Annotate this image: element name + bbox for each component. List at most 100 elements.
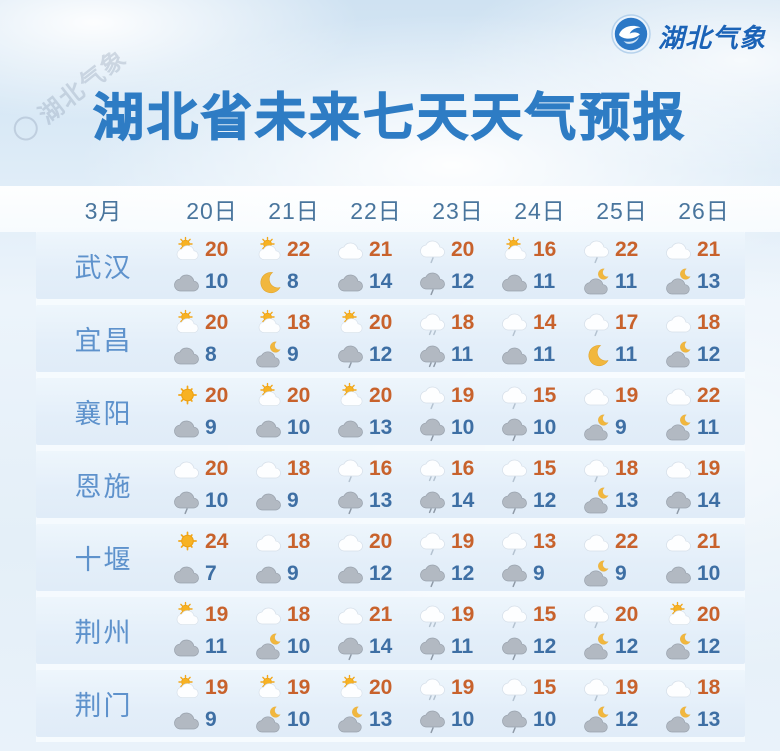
cloud-white-icon xyxy=(663,673,694,703)
day-forecast-line: 18 xyxy=(253,599,335,631)
high-temp: 19 xyxy=(451,602,475,626)
high-temp: 19 xyxy=(451,383,475,407)
night-forecast-line: 14 xyxy=(335,631,417,663)
day-forecast-line: 20 xyxy=(335,526,417,558)
high-temp: 22 xyxy=(615,529,639,553)
table-row: 宜昌 20 8 18 9 20 12 18 11 14 11 17 11 18 12 xyxy=(36,305,745,372)
forecast-cell: 19 12 xyxy=(417,524,499,591)
forecast-table-body: 武汉 20 10 22 8 21 14 20 12 16 11 22 11 21 13 宜昌 20 8 1… xyxy=(36,232,745,742)
forecast-cell: 19 10 xyxy=(253,670,335,737)
high-temp: 18 xyxy=(287,456,311,480)
rain-gray-icon xyxy=(417,705,448,735)
rain-gray-icon xyxy=(499,413,530,443)
table-row: 武汉 20 10 22 8 21 14 20 12 16 11 22 11 21 13 xyxy=(36,232,745,299)
low-temp: 9 xyxy=(287,488,299,512)
drizzle-white-icon xyxy=(417,673,448,703)
drizzle-gray-icon xyxy=(417,340,448,370)
low-temp: 14 xyxy=(369,269,393,293)
day-forecast-line: 20 xyxy=(171,453,253,485)
date-header-row: 3月 20日 21日 22日 23日 24日 25日 26日 xyxy=(36,186,745,232)
low-temp: 11 xyxy=(615,342,638,366)
cloud-gray-icon xyxy=(663,559,694,589)
rain-gray-icon xyxy=(335,632,366,662)
date-header: 24日 xyxy=(514,198,566,224)
night-forecast-line: 13 xyxy=(335,704,417,736)
moon-cloud-gray-icon xyxy=(581,413,612,443)
sun-cloud-icon xyxy=(171,600,202,630)
high-temp: 20 xyxy=(369,529,393,553)
day-forecast-line: 19 xyxy=(253,672,335,704)
moon-cloud-gray-icon xyxy=(253,705,284,735)
day-forecast-line: 15 xyxy=(499,599,581,631)
low-temp: 9 xyxy=(615,415,627,439)
forecast-cell: 19 12 xyxy=(581,670,663,737)
forecast-cell: 19 11 xyxy=(171,597,253,664)
low-temp: 11 xyxy=(205,634,228,658)
rain-white-icon xyxy=(499,673,530,703)
night-forecast-line: 13 xyxy=(335,412,417,444)
day-forecast-line: 21 xyxy=(663,234,745,266)
night-forecast-line: 10 xyxy=(253,412,335,444)
night-forecast-line: 14 xyxy=(335,266,417,298)
date-header: 26日 xyxy=(678,198,730,224)
forecast-cell: 20 12 xyxy=(335,305,417,372)
forecast-cell: 15 12 xyxy=(499,451,581,518)
forecast-cell: 18 9 xyxy=(253,524,335,591)
day-forecast-line: 21 xyxy=(335,599,417,631)
moon-cloud-gray-icon xyxy=(581,559,612,589)
day-forecast-line: 18 xyxy=(663,672,745,704)
low-temp: 12 xyxy=(369,561,393,585)
night-forecast-line: 11 xyxy=(581,266,663,298)
day-forecast-line: 20 xyxy=(171,307,253,339)
low-temp: 9 xyxy=(205,415,217,439)
day-forecast-line: 20 xyxy=(417,234,499,266)
night-forecast-line: 8 xyxy=(253,266,335,298)
cloud-gray-icon xyxy=(253,559,284,589)
night-forecast-line: 14 xyxy=(663,485,745,517)
rain-gray-icon xyxy=(499,705,530,735)
date-header: 22日 xyxy=(350,198,402,224)
forecast-cell: 19 10 xyxy=(417,670,499,737)
low-temp: 14 xyxy=(369,634,393,658)
forecast-cell: 18 9 xyxy=(253,451,335,518)
night-forecast-line: 12 xyxy=(417,558,499,590)
sun-cloud-icon xyxy=(171,673,202,703)
night-forecast-line: 10 xyxy=(253,631,335,663)
forecast-cell: 16 13 xyxy=(335,451,417,518)
forecast-cell: 19 11 xyxy=(417,597,499,664)
high-temp: 16 xyxy=(369,456,393,480)
forecast-cell: 19 9 xyxy=(171,670,253,737)
rain-gray-icon xyxy=(663,486,694,516)
moon-cloud-gray-icon xyxy=(663,632,694,662)
forecast-cell: 21 14 xyxy=(335,597,417,664)
forecast-cell: 19 14 xyxy=(663,451,745,518)
sun-cloud-icon xyxy=(335,673,366,703)
city-name: 恩施 xyxy=(74,472,133,502)
day-forecast-line: 22 xyxy=(253,234,335,266)
high-temp: 19 xyxy=(451,675,475,699)
forecast-cell: 16 11 xyxy=(499,232,581,299)
forecast-cell: 18 13 xyxy=(663,670,745,737)
forecast-cell: 21 14 xyxy=(335,232,417,299)
cloud-white-icon xyxy=(581,381,612,411)
night-forecast-line: 14 xyxy=(417,485,499,517)
cloud-white-icon xyxy=(581,527,612,557)
high-temp: 19 xyxy=(205,675,229,699)
high-temp: 18 xyxy=(697,675,721,699)
night-forecast-line: 8 xyxy=(171,339,253,371)
moon-icon xyxy=(253,267,284,297)
cloud-white-icon xyxy=(663,454,694,484)
night-forecast-line: 12 xyxy=(499,631,581,663)
day-forecast-line: 19 xyxy=(171,599,253,631)
city-name: 十堰 xyxy=(74,545,133,575)
high-temp: 18 xyxy=(287,529,311,553)
table-row: 恩施 20 10 18 9 16 13 16 14 15 12 18 13 19 14 xyxy=(36,451,745,518)
table-row: 荆州 19 11 18 10 21 14 19 11 15 12 20 12 20 12 xyxy=(36,597,745,664)
night-forecast-line: 12 xyxy=(499,485,581,517)
day-forecast-line: 19 xyxy=(663,453,745,485)
day-forecast-line: 24 xyxy=(171,526,253,558)
night-forecast-line: 9 xyxy=(253,558,335,590)
page-title: 湖北省未来七天天气预报 xyxy=(92,88,687,146)
sun-icon xyxy=(171,527,202,557)
day-forecast-line: 18 xyxy=(253,526,335,558)
